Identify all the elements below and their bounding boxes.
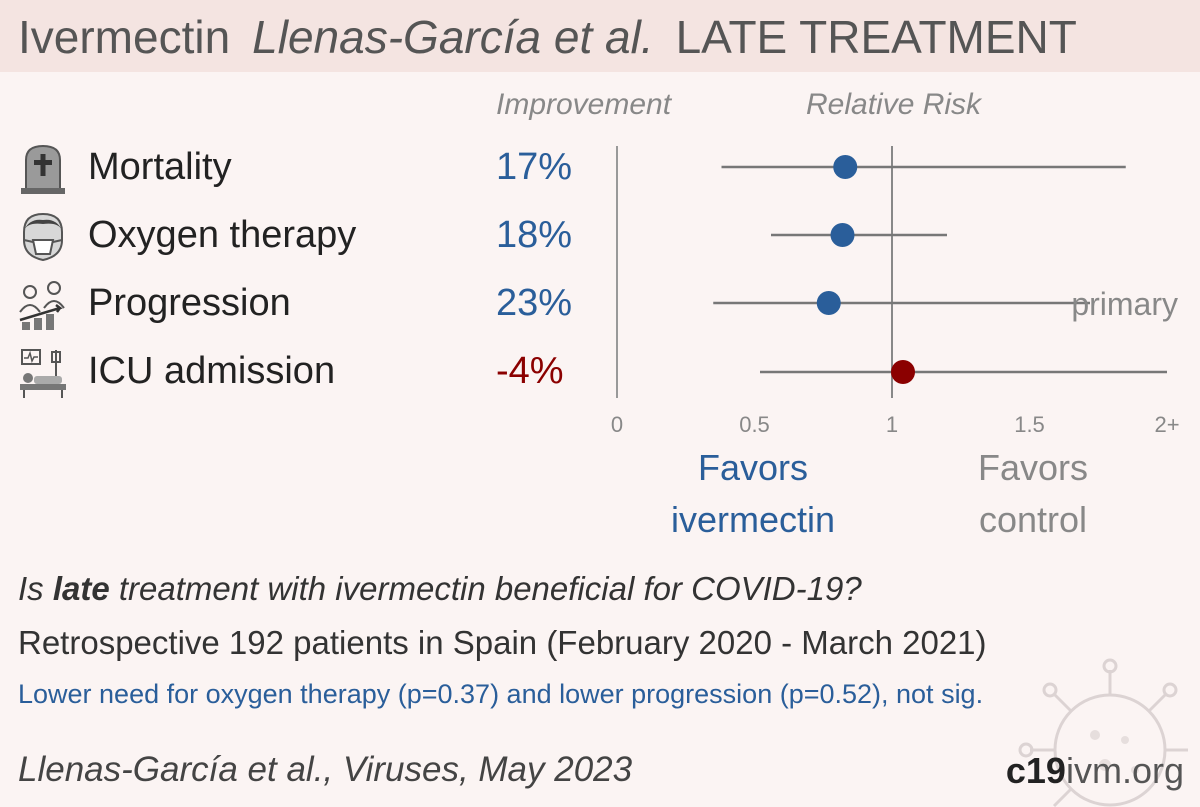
point-estimate <box>833 155 858 179</box>
favors-control-line2: control <box>978 499 1088 540</box>
favors-ivermectin-label: Favors ivermectin <box>640 442 866 546</box>
improvement-value: 18% <box>496 214 573 256</box>
citation: Llenas-García et al., Viruses, May 2023 <box>18 750 633 789</box>
icu-bed-icon <box>20 349 66 398</box>
question-prefix: Is <box>18 570 53 607</box>
drug-name: Ivermectin <box>18 11 231 63</box>
outcome-label: Mortality <box>88 146 232 188</box>
x-tick-label: 1.5 <box>1014 412 1045 437</box>
primary-annotation: primary <box>1071 286 1178 322</box>
progression-icon <box>19 281 65 330</box>
favors-ivermectin-line1: Favors <box>697 447 809 488</box>
x-tick-label: 0 <box>611 412 623 437</box>
outcome-label: Progression <box>88 282 291 324</box>
x-tick-label: 1 <box>886 412 898 437</box>
study-details: Retrospective 192 patients in Spain (Feb… <box>18 624 987 661</box>
improvement-value: -4% <box>496 350 564 392</box>
outcome-row-icu-admission: ICU admission -4% <box>0 342 600 402</box>
question-emphasis: late <box>52 570 110 607</box>
point-estimate <box>816 291 841 315</box>
treatment-stage: LATE TREATMENT <box>675 11 1077 63</box>
relative-risk-column-header: Relative Risk <box>806 88 982 121</box>
study-authors: Llenas-García et al. <box>252 11 654 63</box>
brand-bold: c19 <box>1005 750 1066 791</box>
outcome-label: Oxygen therapy <box>88 214 357 256</box>
favors-control-label: Favors control <box>920 442 1146 546</box>
site-brand[interactable]: c19ivm.org <box>1006 750 1184 792</box>
outcome-row-progression: Progression 23% <box>0 274 600 334</box>
outcome-row-oxygen-therapy: Oxygen therapy 18% <box>0 206 600 266</box>
favors-ivermectin-line2: ivermectin <box>670 499 836 540</box>
forest-plot: 0 0.5 1 1.5 2+ primary <box>611 146 1180 437</box>
x-tick-label: 0.5 <box>739 412 770 437</box>
question-suffix: treatment with ivermectin beneficial for… <box>109 570 862 607</box>
outcome-row-mortality: Mortality 17% <box>0 138 600 198</box>
favors-control-line1: Favors <box>977 447 1089 488</box>
improvement-column-header: Improvement <box>496 88 672 121</box>
point-estimate <box>891 360 915 384</box>
point-estimate <box>830 223 855 247</box>
x-tick-label: 2+ <box>1154 412 1179 437</box>
study-results: Lower need for oxygen therapy (p=0.37) a… <box>18 679 984 709</box>
oxygen-mask-icon <box>23 212 63 262</box>
outcome-label: ICU admission <box>88 350 336 392</box>
virus-icon <box>1018 658 1188 807</box>
tombstone-icon <box>21 144 65 194</box>
study-question: Is late treatment with ivermectin benefi… <box>18 570 862 608</box>
improvement-value: 17% <box>496 146 573 188</box>
improvement-value: 23% <box>496 282 573 324</box>
header-bar: Ivermectin Llenas-García et al. LATE TREAT… <box>0 0 1200 72</box>
page-title: Ivermectin Llenas-García et al. LATE TREAT… <box>18 10 1077 64</box>
brand-rest: ivm.org <box>1065 750 1184 791</box>
